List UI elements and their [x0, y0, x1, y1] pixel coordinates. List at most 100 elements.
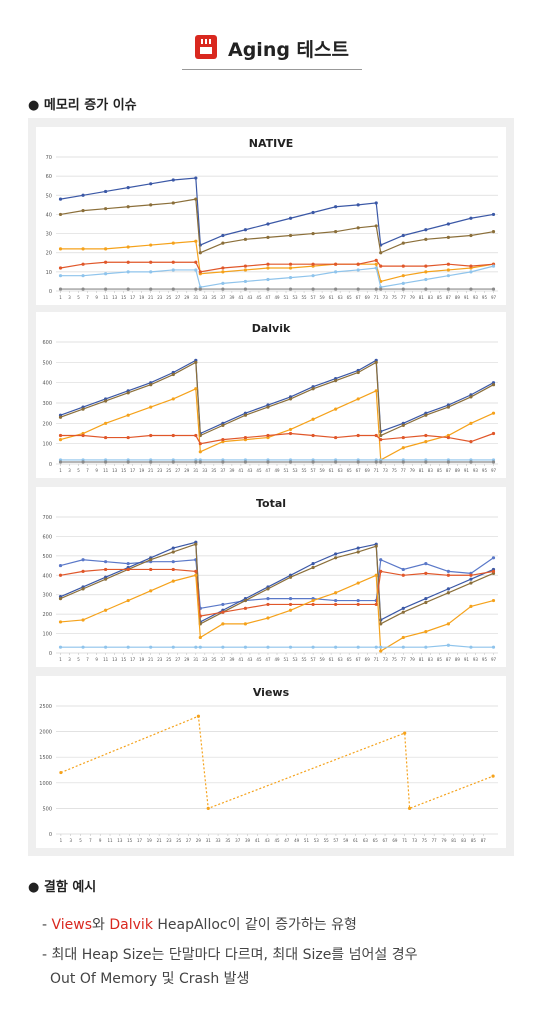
x-tick-label: 29 — [184, 295, 190, 300]
section-title-text: 메모리 증가 이슈 — [43, 98, 137, 113]
x-tick-label: 63 — [363, 838, 369, 843]
x-tick-label: 37 — [220, 295, 226, 300]
x-tick-label: 53 — [292, 657, 298, 662]
x-tick-label: 83 — [428, 468, 434, 473]
x-tick-label: 11 — [103, 468, 109, 473]
x-tick-label: 57 — [311, 295, 317, 300]
data-point — [446, 460, 450, 464]
x-tick-label: 57 — [311, 657, 317, 662]
x-tick-label: 59 — [343, 838, 349, 843]
x-tick-label: 71 — [402, 838, 408, 843]
x-tick-label: 77 — [401, 295, 407, 300]
data-point — [446, 622, 450, 626]
data-point — [491, 774, 495, 778]
data-point — [194, 176, 198, 180]
data-point — [149, 433, 153, 438]
x-tick-label: 45 — [256, 295, 262, 300]
data-point — [194, 573, 198, 577]
data-point — [469, 421, 473, 425]
x-tick-label: 63 — [338, 657, 344, 662]
x-tick-label: 19 — [147, 838, 153, 843]
data-point — [243, 435, 248, 440]
data-point — [149, 243, 153, 247]
data-point — [243, 268, 248, 272]
x-tick-label: 67 — [356, 657, 362, 662]
data-point — [58, 433, 63, 438]
data-point — [311, 387, 315, 391]
data-point — [81, 247, 85, 251]
y-tick-label: 500 — [42, 806, 52, 812]
data-point — [446, 235, 450, 239]
series-line — [60, 715, 494, 810]
x-tick-label: 37 — [220, 657, 226, 662]
data-point — [126, 287, 130, 291]
x-tick-label: 85 — [437, 657, 443, 662]
x-tick-label: 85 — [437, 468, 443, 473]
data-point — [171, 201, 175, 205]
data-point — [491, 264, 496, 268]
data-point — [311, 598, 315, 603]
data-point — [221, 241, 225, 245]
data-point — [491, 645, 496, 649]
list-item: - 최대 Heap Size는 단말마다 다르며, 최대 Size를 넘어설 경… — [42, 947, 418, 963]
x-tick-label: 9 — [99, 838, 102, 843]
data-point — [81, 460, 85, 464]
data-point — [401, 423, 405, 427]
x-tick-label: 1 — [60, 838, 63, 843]
x-tick-label: 71 — [374, 657, 380, 662]
data-point — [243, 606, 248, 610]
data-point — [401, 606, 405, 610]
data-point — [401, 645, 405, 649]
x-tick-label: 87 — [481, 838, 487, 843]
data-point — [469, 287, 473, 291]
data-point — [401, 287, 405, 291]
x-tick-label: 43 — [247, 468, 253, 473]
x-tick-label: 21 — [157, 838, 163, 843]
data-point — [288, 262, 293, 266]
data-point — [311, 602, 315, 607]
data-point — [58, 460, 63, 464]
y-tick-label: 1500 — [39, 755, 52, 761]
x-tick-label: 13 — [117, 838, 123, 843]
x-tick-label: 3 — [69, 838, 72, 843]
x-tick-label: 27 — [175, 295, 181, 300]
list-item: Out Of Memory 및 Crash 발생 — [50, 968, 249, 988]
data-point — [194, 645, 198, 649]
data-point — [356, 262, 360, 266]
data-point — [266, 602, 270, 607]
data-point — [334, 287, 338, 291]
x-tick-label: 91 — [464, 657, 470, 662]
data-point — [424, 630, 428, 634]
data-point — [401, 610, 405, 614]
data-point — [446, 587, 450, 591]
data-point — [126, 270, 130, 274]
x-tick-label: 25 — [166, 657, 172, 662]
x-tick-label: 17 — [130, 295, 136, 300]
data-point — [221, 602, 225, 607]
x-tick-label: 69 — [392, 838, 398, 843]
x-tick-label: 27 — [186, 838, 192, 843]
x-tick-label: 15 — [121, 657, 127, 662]
data-point — [171, 567, 175, 572]
data-point — [401, 446, 405, 450]
data-point — [81, 587, 85, 591]
x-tick-label: 81 — [451, 838, 457, 843]
data-point — [334, 407, 338, 411]
data-point — [446, 435, 450, 440]
x-tick-label: 23 — [166, 838, 172, 843]
x-tick-label: 95 — [482, 295, 488, 300]
data-point — [491, 460, 496, 464]
data-point — [288, 460, 293, 464]
x-tick-label: 87 — [446, 295, 452, 300]
x-tick-label: 39 — [229, 468, 235, 473]
x-tick-label: 45 — [274, 838, 280, 843]
data-point — [334, 230, 338, 234]
x-tick-label: 35 — [211, 468, 217, 473]
data-point — [149, 567, 153, 572]
x-tick-label: 51 — [283, 657, 289, 662]
y-tick-label: 0 — [49, 462, 52, 468]
data-point — [221, 645, 225, 649]
x-tick-label: 25 — [166, 295, 172, 300]
x-tick-label: 61 — [329, 657, 335, 662]
data-point — [194, 387, 198, 391]
